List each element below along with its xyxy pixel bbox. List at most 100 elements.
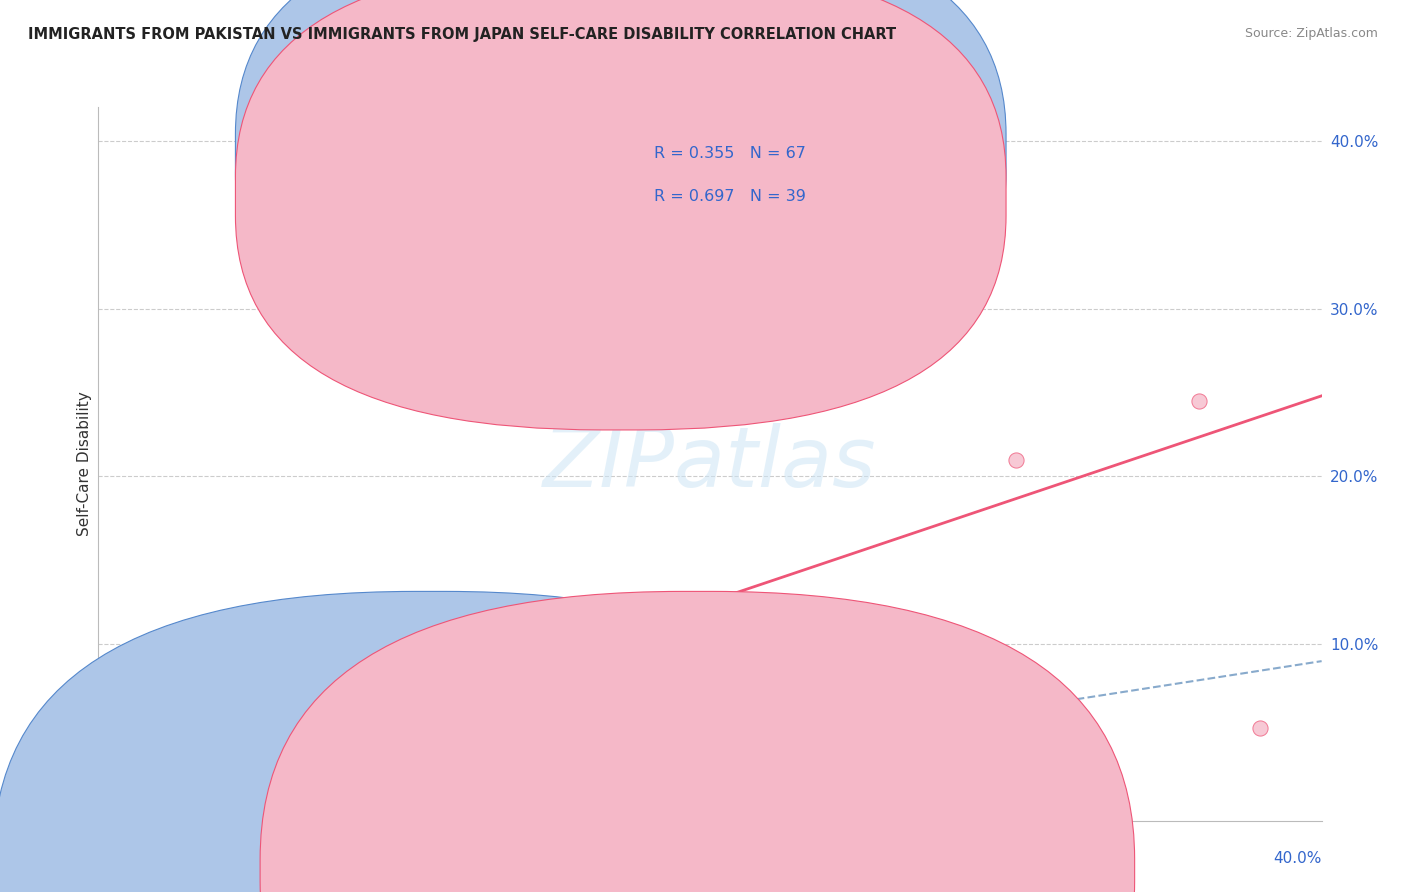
- Point: [516, 762, 538, 776]
- Point: [209, 773, 232, 788]
- Point: [136, 785, 159, 799]
- Point: [93, 798, 115, 813]
- Point: [100, 793, 122, 807]
- Text: IMMIGRANTS FROM PAKISTAN VS IMMIGRANTS FROM JAPAN SELF-CARE DISABILITY CORRELATI: IMMIGRANTS FROM PAKISTAN VS IMMIGRANTS F…: [28, 27, 896, 42]
- Point: [301, 768, 323, 782]
- Y-axis label: Self-Care Disability: Self-Care Disability: [77, 392, 91, 536]
- Point: [142, 781, 165, 796]
- Point: [103, 789, 125, 803]
- Point: [270, 768, 292, 782]
- Point: [790, 756, 813, 771]
- Point: [637, 758, 661, 772]
- Point: [363, 721, 385, 735]
- Point: [105, 787, 128, 801]
- Text: R = 0.697   N = 39: R = 0.697 N = 39: [654, 189, 806, 203]
- Text: 0.0%: 0.0%: [98, 851, 138, 866]
- Point: [108, 792, 131, 806]
- Point: [127, 778, 149, 792]
- Point: [108, 785, 131, 799]
- Text: 40.0%: 40.0%: [1274, 851, 1322, 866]
- Point: [105, 789, 128, 803]
- Point: [163, 778, 186, 792]
- Point: [363, 766, 385, 780]
- Point: [607, 760, 630, 774]
- Point: [124, 785, 146, 799]
- Point: [100, 792, 122, 806]
- Text: Immigrants from Japan: Immigrants from Japan: [720, 863, 880, 877]
- Point: [485, 764, 508, 778]
- Point: [392, 764, 416, 779]
- Point: [194, 772, 217, 786]
- Point: [111, 787, 134, 801]
- Point: [121, 790, 143, 805]
- Point: [115, 781, 138, 796]
- Text: Immigrants from Pakistan: Immigrants from Pakistan: [453, 863, 631, 877]
- Point: [852, 721, 875, 735]
- Point: [124, 780, 146, 794]
- Point: [134, 781, 156, 796]
- Point: [240, 768, 263, 782]
- Point: [1249, 721, 1271, 735]
- Point: [821, 755, 844, 769]
- Point: [1004, 452, 1026, 467]
- Point: [129, 783, 152, 797]
- Point: [209, 721, 232, 735]
- Point: [423, 604, 446, 618]
- Point: [1188, 393, 1211, 408]
- Point: [142, 781, 165, 796]
- Point: [301, 738, 323, 752]
- Point: [100, 790, 122, 805]
- Point: [90, 797, 112, 811]
- Point: [225, 764, 247, 778]
- Point: [170, 775, 193, 789]
- Point: [852, 756, 875, 771]
- Point: [97, 795, 120, 809]
- Point: [111, 790, 134, 805]
- Text: ZIPatlas: ZIPatlas: [543, 424, 877, 504]
- Point: [485, 705, 508, 719]
- Point: [93, 798, 115, 813]
- Point: [155, 778, 177, 792]
- Point: [332, 724, 354, 739]
- Point: [179, 777, 201, 791]
- Point: [883, 755, 905, 769]
- Point: [170, 775, 193, 789]
- Point: [204, 772, 226, 786]
- Point: [155, 780, 177, 794]
- Point: [256, 770, 278, 784]
- Point: [256, 758, 278, 772]
- Point: [668, 251, 690, 265]
- Point: [240, 755, 263, 769]
- Text: R = 0.355   N = 67: R = 0.355 N = 67: [654, 146, 806, 161]
- Point: [97, 792, 120, 806]
- Point: [97, 795, 120, 809]
- Point: [134, 789, 156, 803]
- Point: [90, 797, 112, 811]
- Point: [186, 773, 208, 788]
- Point: [121, 783, 143, 797]
- Point: [127, 787, 149, 801]
- Point: [668, 760, 690, 774]
- Point: [157, 777, 180, 791]
- Point: [129, 785, 152, 799]
- Point: [139, 783, 162, 797]
- Point: [454, 762, 477, 776]
- Point: [423, 764, 446, 778]
- Point: [332, 764, 354, 779]
- Point: [103, 793, 125, 807]
- Point: [118, 785, 141, 799]
- Point: [225, 772, 247, 786]
- Point: [883, 730, 905, 744]
- Point: [759, 758, 782, 772]
- Point: [546, 760, 568, 774]
- Point: [105, 793, 128, 807]
- Point: [285, 766, 308, 780]
- Point: [118, 789, 141, 803]
- Point: [136, 785, 159, 799]
- Point: [118, 792, 141, 806]
- Point: [111, 783, 134, 797]
- Point: [134, 787, 156, 801]
- FancyBboxPatch shape: [235, 0, 1007, 387]
- Point: [392, 724, 416, 739]
- Point: [115, 789, 138, 803]
